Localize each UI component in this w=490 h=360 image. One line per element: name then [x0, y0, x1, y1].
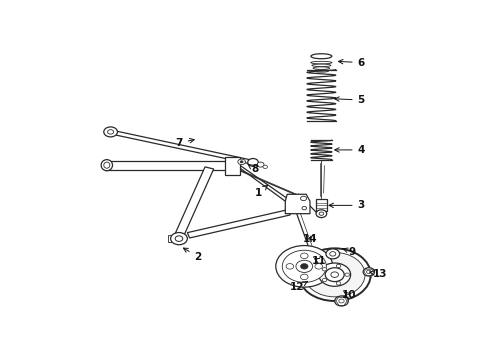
Circle shape — [302, 207, 307, 210]
Circle shape — [300, 196, 307, 201]
Circle shape — [175, 236, 183, 242]
Circle shape — [171, 233, 187, 245]
Circle shape — [316, 210, 327, 217]
Circle shape — [315, 264, 322, 269]
Circle shape — [345, 273, 349, 276]
Circle shape — [276, 246, 333, 287]
Text: 6: 6 — [339, 58, 365, 68]
Circle shape — [331, 272, 339, 278]
Ellipse shape — [314, 70, 329, 72]
Text: 9: 9 — [343, 247, 355, 257]
Circle shape — [257, 162, 264, 167]
Polygon shape — [110, 130, 254, 164]
Ellipse shape — [313, 67, 330, 69]
Circle shape — [282, 250, 326, 283]
Circle shape — [335, 296, 348, 306]
Ellipse shape — [311, 61, 332, 64]
Text: 12: 12 — [290, 281, 308, 292]
Circle shape — [326, 249, 340, 259]
Circle shape — [322, 267, 327, 271]
Circle shape — [363, 268, 374, 276]
Circle shape — [240, 161, 243, 163]
Circle shape — [300, 264, 308, 269]
Text: 4: 4 — [335, 145, 365, 155]
Circle shape — [298, 248, 371, 301]
Ellipse shape — [104, 162, 110, 168]
Circle shape — [300, 274, 308, 280]
Text: 7: 7 — [175, 138, 194, 148]
Polygon shape — [285, 194, 310, 214]
Text: 10: 10 — [342, 291, 356, 301]
Text: 11: 11 — [312, 256, 327, 266]
Circle shape — [238, 159, 245, 165]
Text: 13: 13 — [370, 269, 388, 279]
Text: 3: 3 — [329, 201, 365, 210]
Circle shape — [325, 268, 344, 282]
Text: 5: 5 — [335, 95, 365, 105]
Circle shape — [304, 252, 365, 297]
Circle shape — [339, 299, 344, 303]
Circle shape — [336, 264, 341, 267]
Circle shape — [330, 252, 336, 256]
Bar — [105, 161, 232, 170]
Circle shape — [319, 212, 324, 215]
Text: 14: 14 — [303, 234, 318, 244]
Bar — [168, 235, 173, 242]
Text: 8: 8 — [248, 164, 259, 174]
Circle shape — [367, 270, 371, 274]
Circle shape — [296, 260, 313, 273]
Circle shape — [336, 282, 341, 285]
Circle shape — [286, 264, 294, 269]
Circle shape — [108, 130, 114, 134]
Text: 2: 2 — [183, 248, 201, 262]
Text: 1: 1 — [255, 185, 268, 198]
Ellipse shape — [311, 54, 332, 59]
Ellipse shape — [312, 64, 331, 67]
Circle shape — [318, 263, 351, 286]
Circle shape — [248, 158, 258, 166]
Bar — [224, 157, 240, 175]
Polygon shape — [187, 210, 290, 238]
Circle shape — [104, 127, 118, 137]
Polygon shape — [174, 167, 214, 237]
Circle shape — [322, 278, 327, 282]
Bar — [316, 199, 327, 211]
Circle shape — [263, 165, 268, 168]
Ellipse shape — [101, 159, 113, 171]
Circle shape — [300, 253, 308, 258]
